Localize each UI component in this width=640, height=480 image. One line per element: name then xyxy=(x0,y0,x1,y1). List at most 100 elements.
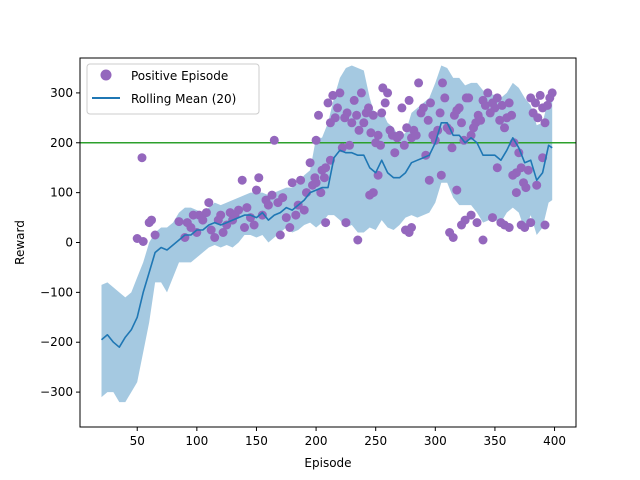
positive-episode-point xyxy=(535,90,545,100)
positive-episode-point xyxy=(411,130,421,140)
positive-episode-point xyxy=(511,188,521,198)
positive-episode-point xyxy=(466,210,476,220)
positive-episode-point xyxy=(492,163,502,173)
positive-episode-point xyxy=(490,103,500,113)
x-axis: 50 100 150 200 250 300 350 400 xyxy=(130,427,566,448)
positive-episode-point xyxy=(285,223,295,232)
positive-episode-point xyxy=(452,185,462,195)
positive-episode-point xyxy=(480,100,490,110)
positive-episode-point xyxy=(210,233,220,242)
positive-episode-point xyxy=(138,237,148,246)
positive-episode-point xyxy=(504,223,514,232)
positive-episode-point xyxy=(542,100,552,110)
y-tick-label: −300 xyxy=(40,385,73,399)
x-tick-label: 200 xyxy=(305,434,328,448)
positive-episode-point xyxy=(414,78,424,88)
positive-episode-point xyxy=(380,98,390,108)
positive-episode-point xyxy=(508,170,518,180)
positive-episode-point xyxy=(464,93,474,103)
positive-episode-point xyxy=(147,215,156,225)
positive-episode-point xyxy=(249,220,259,230)
legend-marker-positive-episode xyxy=(100,69,112,81)
positive-episode-point xyxy=(352,110,362,120)
positive-episode-point xyxy=(335,88,345,98)
positive-episode-point xyxy=(507,110,517,120)
positive-episode-point xyxy=(198,215,208,225)
positive-episode-point xyxy=(328,90,338,100)
y-tick-label: 200 xyxy=(50,136,73,150)
positive-episode-point xyxy=(345,140,354,150)
positive-episode-point xyxy=(269,135,279,145)
positive-episode-point xyxy=(234,205,244,215)
x-tick-label: 150 xyxy=(245,434,268,448)
legend-label-positive-episode: Positive Episode xyxy=(131,69,228,83)
positive-episode-point xyxy=(395,130,404,140)
x-axis-label: Episode xyxy=(304,456,351,470)
positive-episode-point xyxy=(516,163,526,173)
positive-episode-point xyxy=(497,100,507,110)
positive-episode-point xyxy=(204,198,214,208)
positive-episode-point xyxy=(500,123,509,133)
positive-episode-point xyxy=(237,175,247,185)
positive-episode-point xyxy=(201,208,211,218)
positive-episode-point xyxy=(523,165,533,175)
positive-episode-point xyxy=(316,188,326,198)
y-axis: −300 −200 −100 0 100 200 300 xyxy=(40,86,80,399)
positive-episode-point xyxy=(377,108,387,118)
positive-episode-point xyxy=(492,93,502,103)
x-tick-label: 350 xyxy=(483,434,506,448)
positive-episode-point xyxy=(333,103,342,113)
legend-label-rolling-mean: Rolling Mean (20) xyxy=(131,92,236,106)
x-tick-label: 250 xyxy=(364,434,387,448)
positive-episode-point xyxy=(296,175,306,185)
positive-episode-point xyxy=(305,158,315,168)
positive-episode-point xyxy=(390,148,400,158)
positive-episode-point xyxy=(531,98,540,108)
positive-episode-point xyxy=(436,170,446,180)
positive-episode-point xyxy=(347,118,357,128)
positive-episode-point xyxy=(174,217,184,227)
positive-episode-point xyxy=(150,230,160,240)
positive-episode-point xyxy=(311,178,321,188)
x-tick-label: 50 xyxy=(130,434,145,448)
positive-episode-point xyxy=(287,178,297,188)
positive-episode-point xyxy=(267,190,277,200)
positive-episode-point xyxy=(397,103,407,113)
positive-episode-point xyxy=(448,233,458,242)
positive-episode-point xyxy=(354,125,364,135)
positive-episode-point xyxy=(330,113,340,123)
positive-episode-point xyxy=(521,183,531,193)
positive-episode-point xyxy=(404,95,414,105)
y-tick-label: −100 xyxy=(40,285,73,299)
positive-episode-point xyxy=(291,210,301,220)
positive-episode-point xyxy=(263,200,273,210)
y-tick-label: 300 xyxy=(50,86,73,100)
positive-episode-point xyxy=(540,118,550,128)
y-axis-label: Reward xyxy=(13,220,27,265)
positive-episode-point xyxy=(526,218,536,228)
positive-episode-point xyxy=(478,235,488,245)
positive-episode-point xyxy=(383,88,393,98)
positive-episode-point xyxy=(435,108,445,118)
positive-episode-point xyxy=(373,130,383,140)
positive-episode-point xyxy=(488,213,497,223)
positive-episode-point xyxy=(218,228,228,237)
positive-episode-point xyxy=(366,128,376,138)
positive-episode-point xyxy=(472,218,482,228)
positive-episode-point xyxy=(323,98,333,108)
x-tick-label: 100 xyxy=(185,434,208,448)
positive-episode-point xyxy=(278,193,288,203)
positive-episode-point xyxy=(418,103,428,113)
positive-episode-point xyxy=(281,213,291,223)
positive-episode-point xyxy=(257,210,267,220)
positive-episode-point xyxy=(440,93,450,103)
positive-episode-point xyxy=(356,88,366,98)
positive-episode-point xyxy=(206,225,216,235)
positive-episode-point xyxy=(368,188,378,198)
positive-episode-point xyxy=(299,205,309,215)
positive-episode-point xyxy=(399,140,409,150)
legend: Positive Episode Rolling Mean (20) xyxy=(86,63,260,115)
positive-episode-point xyxy=(540,220,550,230)
x-tick-label: 400 xyxy=(543,434,566,448)
positive-episode-point xyxy=(402,123,412,133)
